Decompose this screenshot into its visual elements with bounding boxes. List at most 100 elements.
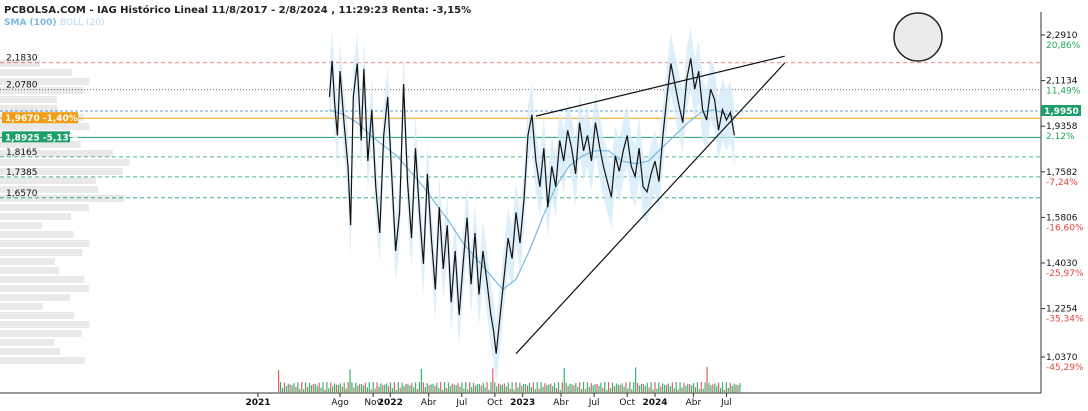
volume-bar [509, 388, 511, 393]
volume-bar [604, 382, 606, 393]
volume-bar [472, 382, 475, 393]
volume-bar [650, 382, 652, 393]
x-tick-label: Oct [487, 398, 503, 408]
legend-sma[interactable]: SMA (100) [4, 18, 57, 28]
volume-bar [366, 387, 368, 393]
volume-bar [299, 388, 301, 393]
volume-bar [436, 382, 438, 393]
volume-bar [683, 382, 685, 393]
volume-bar [573, 385, 575, 393]
volume-bar [357, 385, 359, 393]
badge-orange-label: 1,9670 -1,40% [5, 114, 78, 124]
volume-bar [656, 388, 658, 393]
volume-bar [434, 385, 436, 393]
volume-bar [328, 388, 330, 393]
volume-bar [297, 382, 299, 393]
volume-bar [648, 387, 650, 393]
y-pct-label: -7,24% [1046, 178, 1078, 188]
volume-bar [503, 383, 506, 393]
profile-bar [0, 87, 84, 94]
volume-bar [696, 382, 699, 393]
volume-bar [602, 387, 604, 393]
volume-bar [727, 387, 729, 393]
badge-orange-bg [2, 112, 78, 124]
profile-bar [0, 177, 96, 184]
bollinger-fill [329, 27, 735, 385]
profile-bar [0, 213, 71, 220]
bollinger-band [329, 27, 735, 385]
volume-bar [499, 384, 502, 393]
left-level-label: 2,0780 [6, 81, 38, 91]
profile-bar [0, 267, 60, 274]
volume-bar [496, 386, 498, 393]
volume-bar [590, 383, 592, 393]
y-tick-label: 1,0370 [1046, 353, 1078, 363]
volume-bar [673, 388, 675, 393]
volume-bar [677, 389, 679, 393]
y-tick-label: 1,4030 [1046, 259, 1078, 269]
volume-bar [654, 382, 656, 393]
volume-bar [588, 387, 590, 393]
volume-bar [609, 388, 612, 393]
volume-bar [552, 386, 554, 393]
volume-bar [362, 385, 365, 393]
price-line [328, 58, 735, 354]
volume-bar [739, 383, 741, 393]
volume-bar [430, 384, 432, 393]
series-layer [328, 58, 735, 354]
volume-bar [567, 385, 569, 393]
profile-bar [0, 258, 56, 265]
x-tick-label: 2024 [642, 398, 667, 408]
volume-bar [596, 383, 598, 393]
volume-bar [306, 387, 309, 393]
highlight-circle [893, 12, 943, 62]
volume-bar [692, 382, 695, 393]
volume-bar [403, 385, 405, 393]
volume-bar [471, 387, 473, 393]
profile-bar [0, 60, 40, 67]
y-pct-label: -16,60% [1046, 223, 1084, 233]
volume-bar [716, 386, 718, 393]
badge-green-bg [2, 131, 70, 143]
x-tick-label: Ago [331, 398, 349, 408]
volume-bar [737, 385, 739, 393]
profile-bar [0, 69, 73, 76]
volume-bar [631, 389, 633, 393]
volume-bar [478, 383, 480, 393]
x-tick-label: Abr [553, 398, 569, 408]
volume-bar [457, 383, 459, 393]
volume-bar [627, 388, 629, 393]
volume-bar [712, 384, 714, 393]
volume-bar [279, 382, 282, 393]
x-tick-label: 2023 [510, 398, 535, 408]
volume-bar [305, 382, 307, 393]
volume-bar [501, 384, 504, 393]
volume-bar [571, 384, 573, 393]
legend-boll[interactable]: BOLL (20) [60, 18, 104, 28]
volume-bar [318, 382, 320, 393]
volume-bar [415, 382, 417, 393]
volume-bar [667, 383, 670, 393]
volume-bar [619, 384, 621, 393]
y-pct-label: -25,97% [1046, 269, 1084, 279]
volume-bar [635, 367, 637, 393]
volume-bar [706, 366, 708, 393]
profile-bar [0, 195, 124, 202]
volume-bar [534, 389, 536, 393]
volume-bar [640, 384, 643, 393]
x-tick-label: Nov [364, 398, 382, 408]
volume-bar [698, 389, 700, 393]
volume-bar [360, 384, 363, 393]
volume-bar [702, 388, 704, 393]
volume-bar [413, 387, 415, 393]
volume-bar [553, 382, 556, 393]
profile-bar [0, 312, 75, 319]
trendlines [515, 55, 786, 355]
volume-bar [546, 384, 548, 393]
volume-bar [629, 382, 631, 393]
volume-bar [445, 388, 448, 393]
volume-bar [295, 386, 297, 393]
volume-bar [579, 382, 581, 393]
chart-title: PCBOLSA.COM - IAG Histórico Lineal 11/8/… [4, 4, 471, 16]
